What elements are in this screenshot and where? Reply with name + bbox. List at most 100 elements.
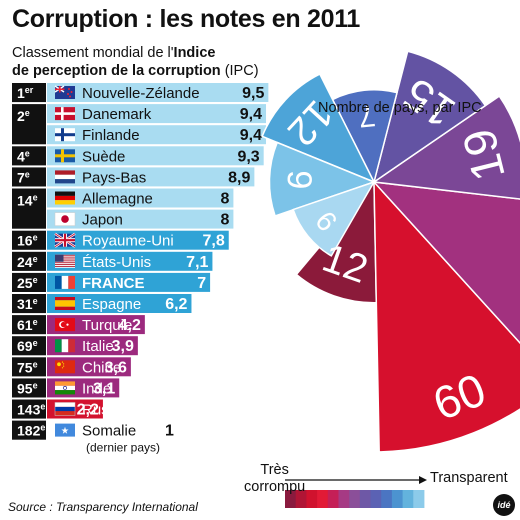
subtitle-line1-bold: Indice — [173, 45, 216, 61]
flag-cn-icon — [55, 360, 75, 374]
bar-7 — [47, 230, 229, 250]
rank-badge-14 — [12, 378, 46, 398]
subtitle-line2-plain: (IPC) — [220, 63, 259, 79]
bar-row-9: 25e FRANCE 7 — [12, 272, 211, 292]
score-label-16: 1 — [165, 423, 174, 440]
scale-swatch-9 — [381, 490, 393, 508]
score-label-8: 7,1 — [186, 254, 208, 271]
scale-swatch-3 — [317, 490, 329, 508]
subtitle-line1-plain: Classement mondial de l' — [12, 45, 174, 61]
rank-badge-12 — [12, 336, 46, 356]
score-label-12: 3,9 — [112, 338, 134, 355]
bar-row-5: 14e Allemagne 8 — [12, 188, 234, 229]
flag-ru-icon — [54, 402, 76, 416]
country-label-12: Italie — [82, 338, 114, 355]
rank-badge-3 — [12, 146, 46, 166]
scale-left-line1: Très — [260, 462, 289, 478]
flag-dk-icon — [55, 107, 75, 121]
country-label-7: Royaume-Uni — [82, 233, 174, 250]
bar-row-0: 1er Nouvelle-Zélande 9,5 — [12, 83, 269, 103]
country-label-8: États-Unis — [82, 254, 151, 271]
rank-label-10: 31e — [17, 296, 38, 312]
country-label-6: Japon — [82, 212, 123, 229]
bar-row-4: 7e Pays-Bas 8,9 — [12, 167, 255, 187]
country-label-1: Danemark — [82, 106, 152, 123]
fan-slice-8 — [292, 180, 376, 257]
fan-slice-7 — [268, 141, 377, 217]
scale-arrow-icon — [285, 476, 427, 484]
score-label-2: 9,4 — [240, 127, 262, 144]
rank-label-13: 75e — [17, 359, 38, 375]
rank-badge-0 — [12, 83, 46, 103]
rank-label-3: 4e — [17, 148, 30, 164]
fan-slice-2 — [372, 181, 520, 345]
score-label-15: 2,2 — [77, 402, 99, 419]
flag-jp-icon — [54, 212, 76, 226]
fan-slice-6 — [261, 73, 376, 184]
rank-label-7: 16e — [17, 233, 38, 249]
scale-swatch-5 — [338, 490, 350, 508]
rank-badge-16 — [12, 420, 46, 440]
color-scale — [285, 490, 425, 508]
rank-badge-1 — [12, 104, 46, 145]
country-label-13: Chine — [82, 359, 121, 376]
score-label-1: 9,4 — [240, 106, 262, 123]
bar-4 — [47, 167, 255, 187]
rank-label-11: 61e — [17, 317, 38, 333]
country-label-2: Finlande — [82, 127, 140, 144]
chart-title: Corruption : les notes en 2011 — [12, 5, 361, 33]
rank-badge-5 — [12, 188, 46, 229]
bar-row-10: 31e Espagne 6,2 — [12, 294, 192, 314]
country-label-0: Nouvelle-Zélande — [82, 85, 200, 102]
fan-slice-1 — [373, 180, 520, 453]
country-label-9: FRANCE — [82, 275, 145, 292]
flag-so-icon — [55, 423, 75, 437]
bar-2 — [47, 125, 267, 145]
flag-nz-icon — [54, 85, 75, 99]
scale-swatch-4 — [327, 490, 339, 508]
bar-9 — [47, 272, 211, 292]
score-label-7: 7,8 — [202, 233, 224, 250]
score-label-11: 4,2 — [119, 317, 141, 334]
fan-slice-5 — [331, 89, 398, 185]
scale-swatch-0 — [285, 490, 297, 508]
fan-label-7: 9 — [280, 170, 319, 190]
subtitle-line2-bold: de perception de la corruption — [12, 63, 221, 79]
score-label-9: 7 — [197, 275, 206, 292]
bar-row-2: Finlande 9,4 — [47, 125, 267, 145]
flag-fi-icon — [55, 128, 75, 142]
bar-8 — [47, 251, 213, 271]
fan-label-5: 7 — [357, 98, 377, 134]
fan-slice-3 — [371, 95, 520, 200]
score-label-4: 8,9 — [228, 169, 250, 186]
rank-label-14: 95e — [17, 380, 38, 396]
publisher-logo: idé — [493, 494, 515, 516]
score-label-13: 3,6 — [105, 359, 127, 376]
rank-label-5: 14e — [17, 193, 38, 209]
scale-swatch-11 — [402, 490, 414, 508]
scale-swatch-12 — [413, 490, 425, 508]
country-label-5: Allemagne — [82, 191, 153, 208]
flag-tr-icon — [55, 318, 75, 332]
rank-label-0: 1er — [17, 85, 34, 101]
flag-de-icon — [55, 191, 75, 205]
score-label-6: 8 — [220, 212, 229, 229]
flag-it-icon — [55, 339, 75, 353]
bar-3 — [47, 146, 264, 166]
bar-0 — [47, 83, 269, 102]
bar-row-7: 16e Royaume-Uni 7,8 — [12, 230, 229, 250]
scale-swatch-2 — [306, 490, 318, 508]
bar-1 — [47, 104, 267, 124]
scale-swatch-10 — [391, 490, 403, 508]
chart-subtitle: Classement mondial de l'Indice de percep… — [12, 44, 259, 80]
score-label-10: 6,2 — [165, 296, 187, 313]
bar-5 — [47, 188, 234, 208]
bar-row-8: 24e États-Unis 7,1 — [12, 251, 213, 271]
